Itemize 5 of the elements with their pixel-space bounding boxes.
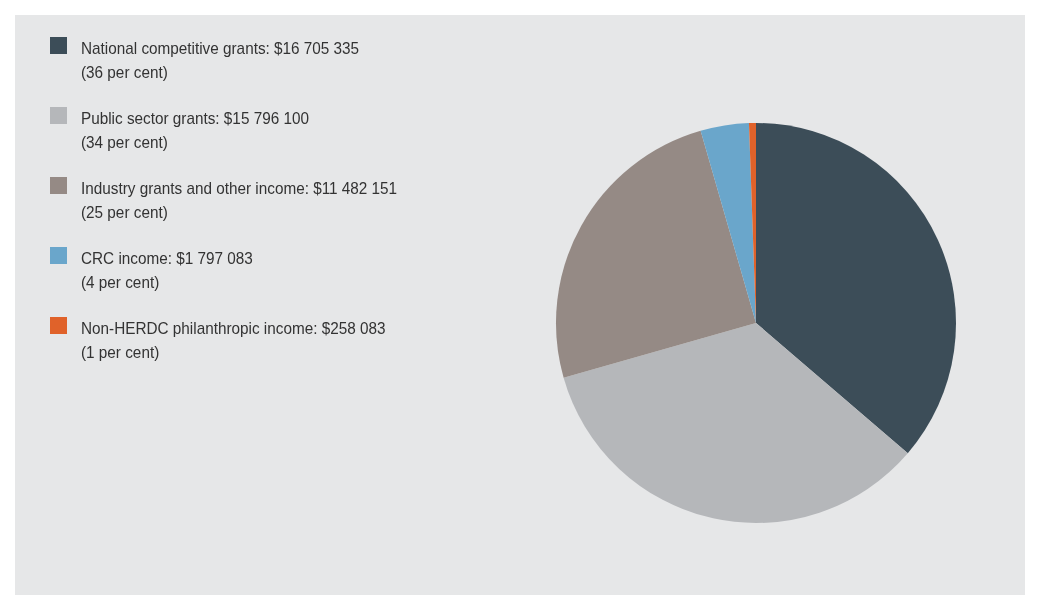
legend-label: CRC income: $1 797 083 (4 per cent) [81,248,253,294]
legend-label: Industry grants and other income: $11 482 151 (25 per cent) [81,178,398,224]
legend-label: National competitive grants: $16 705 335 (36 per cent) [81,38,360,84]
legend-label: Non-HERDC philanthropic income: $258 083 (1 per cent) [81,318,386,364]
legend-label: Public sector grants: $15 796 100 (34 per cent) [81,108,309,154]
